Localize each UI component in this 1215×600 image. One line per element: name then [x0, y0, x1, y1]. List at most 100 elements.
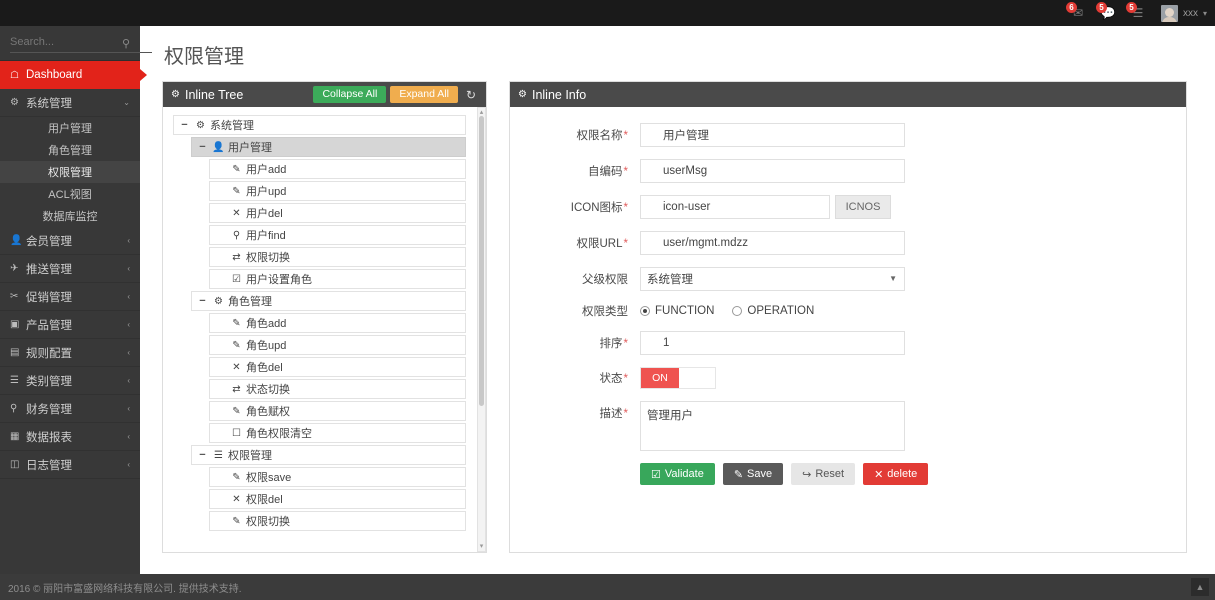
- book-icon: ◫: [10, 459, 20, 470]
- code-input[interactable]: [640, 159, 905, 183]
- undo-icon: ↪: [802, 468, 812, 481]
- form-actions: ☑ Validate ✎ Save ↪ Reset ✕: [530, 463, 1166, 485]
- required-marker: *: [623, 408, 628, 420]
- tree-scrollbar[interactable]: ▴ ▾: [477, 107, 486, 552]
- icnos-button[interactable]: ICNOS: [835, 195, 891, 219]
- notification-comment[interactable]: 💬 5: [1093, 0, 1123, 26]
- tree-node[interactable]: ✎ 用户add: [209, 159, 466, 179]
- tree-node-label: 角色权限清空: [246, 428, 312, 440]
- tree-node[interactable]: ☑ 用户设置角色: [209, 269, 466, 289]
- reset-button[interactable]: ↪ Reset: [791, 463, 856, 485]
- tree-node[interactable]: ✕ 权限del: [209, 489, 466, 509]
- notification-tasks[interactable]: ☰ 5: [1123, 0, 1153, 26]
- chevron-left-icon: ‹: [127, 320, 130, 329]
- top-bar: ✉ 6 💬 5 ☰ 5 xxx ▾: [0, 0, 1215, 26]
- sidebar-item-log-mgmt[interactable]: ◫ 日志管理 ‹: [0, 451, 140, 479]
- sidebar-subitem-acl-view[interactable]: ACL视图: [0, 183, 140, 205]
- sidebar-item-promotion-mgmt[interactable]: ✂ 促销管理 ‹: [0, 283, 140, 311]
- validate-button[interactable]: ☑ Validate: [640, 463, 715, 485]
- tree-toggle-icon[interactable]: −: [199, 295, 206, 307]
- tree-scrollbar-thumb[interactable]: [479, 116, 484, 406]
- status-toggle[interactable]: ON: [640, 367, 716, 389]
- tree-node[interactable]: − ⚙ 系统管理: [173, 115, 466, 135]
- icon-input[interactable]: [640, 195, 830, 219]
- tree-node[interactable]: ✎ 用户upd: [209, 181, 466, 201]
- description-textarea[interactable]: 管理用户: [640, 401, 905, 451]
- sidebar-subitem-role-mgmt[interactable]: 角色管理: [0, 139, 140, 161]
- delete-button[interactable]: ✕ delete: [863, 463, 929, 485]
- url-input[interactable]: [640, 231, 905, 255]
- sidebar-item-member-mgmt[interactable]: 👤 会员管理 ‹: [0, 227, 140, 255]
- tree-node[interactable]: − ☰ 权限管理: [191, 445, 466, 465]
- sidebar-item-category-mgmt[interactable]: ☰ 类别管理 ‹: [0, 367, 140, 395]
- field-row-order: 排序* ↕: [530, 331, 1166, 355]
- permission-type-radios: FUNCTION OPERATION: [640, 305, 814, 317]
- tree-node[interactable]: ⇄ 权限切换: [209, 247, 466, 267]
- scroll-to-top-button[interactable]: ▲: [1191, 578, 1209, 596]
- tree-toggle-icon[interactable]: −: [199, 449, 206, 461]
- tasks-icon: ☰: [1132, 6, 1144, 20]
- sidebar-subitem-permission-mgmt[interactable]: 权限管理: [0, 161, 140, 183]
- tree-node[interactable]: − ⚙ 角色管理: [191, 291, 466, 311]
- tree-node[interactable]: ⇄ 状态切换: [209, 379, 466, 399]
- tree-node[interactable]: ✎ 角色add: [209, 313, 466, 333]
- expand-all-button[interactable]: Expand All: [390, 86, 458, 103]
- tree-node[interactable]: ✎ 权限切换: [209, 511, 466, 531]
- inline-info-title: Inline Info: [531, 87, 587, 102]
- sidebar-subitem-user-mgmt[interactable]: 用户管理: [0, 117, 140, 139]
- tree-node[interactable]: ✎ 角色upd: [209, 335, 466, 355]
- sliders-icon: ▤: [10, 347, 20, 358]
- tree-node-label: 权限切换: [246, 516, 290, 528]
- exchange-icon: ⇄: [232, 383, 241, 395]
- tree-toggle-icon[interactable]: −: [181, 119, 188, 131]
- sidebar-subitem-label: 权限管理: [48, 167, 92, 179]
- scroll-down-icon[interactable]: ▾: [479, 543, 484, 550]
- tree-node[interactable]: ⚲ 用户find: [209, 225, 466, 245]
- radio-operation[interactable]: OPERATION: [732, 305, 814, 317]
- sidebar-item-push-mgmt[interactable]: ✈ 推送管理 ‹: [0, 255, 140, 283]
- user-menu[interactable]: xxx ▾: [1160, 0, 1207, 26]
- tree-node[interactable]: ✕ 用户del: [209, 203, 466, 223]
- sidebar-item-data-report[interactable]: ▦ 数据报表 ‹: [0, 423, 140, 451]
- sidebar-item-product-mgmt[interactable]: ▣ 产品管理 ‹: [0, 311, 140, 339]
- order-input[interactable]: [640, 331, 905, 355]
- sidebar-item-system-mgmt[interactable]: ⚙ 系统管理 ⌄: [0, 89, 140, 117]
- tree-node-label: 状态切换: [246, 384, 290, 396]
- radio-function[interactable]: FUNCTION: [640, 305, 714, 317]
- notification-envelope[interactable]: ✉ 6: [1063, 0, 1093, 26]
- sidebar-subitem-label: 数据库监控: [42, 211, 98, 223]
- sidebar-item-label: Dashboard: [26, 69, 83, 81]
- chevron-down-icon: ▾: [1202, 8, 1207, 18]
- tree-node[interactable]: ✎ 权限save: [209, 467, 466, 487]
- sidebar-nav: ☖ Dashboard ⚙ 系统管理 ⌄ 用户管理 角色管理 权限管理 ACL视…: [0, 61, 147, 479]
- tree-node-label: 角色del: [246, 362, 283, 374]
- permission-name-input[interactable]: [640, 123, 905, 147]
- search-input[interactable]: [10, 33, 152, 53]
- required-marker: *: [623, 338, 628, 350]
- tree-node[interactable]: ✎ 角色赋权: [209, 401, 466, 421]
- edit-icon: ✎: [232, 515, 241, 527]
- required-marker: *: [623, 130, 628, 142]
- tree-node[interactable]: − 👤 用户管理: [191, 137, 466, 157]
- search-icon[interactable]: ⚲: [121, 38, 130, 50]
- refresh-icon[interactable]: ↻: [465, 87, 476, 102]
- sidebar-item-finance-mgmt[interactable]: ⚲ 财务管理 ‹: [0, 395, 140, 423]
- field-row-type: 权限类型 FUNCTION OPERATION: [530, 303, 1166, 319]
- check-square-icon: ☑: [232, 273, 241, 285]
- edit-icon: ✎: [232, 185, 241, 197]
- sidebar-item-label: 产品管理: [26, 319, 72, 332]
- sidebar-subitem-label: 角色管理: [48, 145, 92, 157]
- sidebar-item-dashboard[interactable]: ☖ Dashboard: [0, 61, 147, 89]
- scroll-up-icon[interactable]: ▴: [479, 109, 484, 116]
- tree-toggle-icon[interactable]: −: [199, 141, 206, 153]
- save-button[interactable]: ✎ Save: [722, 463, 784, 485]
- tree-node[interactable]: ✕ 角色del: [209, 357, 466, 377]
- sidebar-item-label: 规则配置: [26, 347, 72, 360]
- label-code: 自编码*: [588, 166, 628, 178]
- collapse-all-button[interactable]: Collapse All: [313, 86, 387, 103]
- sidebar-subitem-db-monitor[interactable]: 数据库监控: [0, 205, 140, 227]
- tree-node-label: 用户设置角色: [246, 274, 312, 286]
- tree-node[interactable]: ☐ 角色权限清空: [209, 423, 466, 443]
- sidebar-item-rule-config[interactable]: ▤ 规则配置 ‹: [0, 339, 140, 367]
- parent-permission-select[interactable]: 系统管理 ▼: [640, 267, 905, 291]
